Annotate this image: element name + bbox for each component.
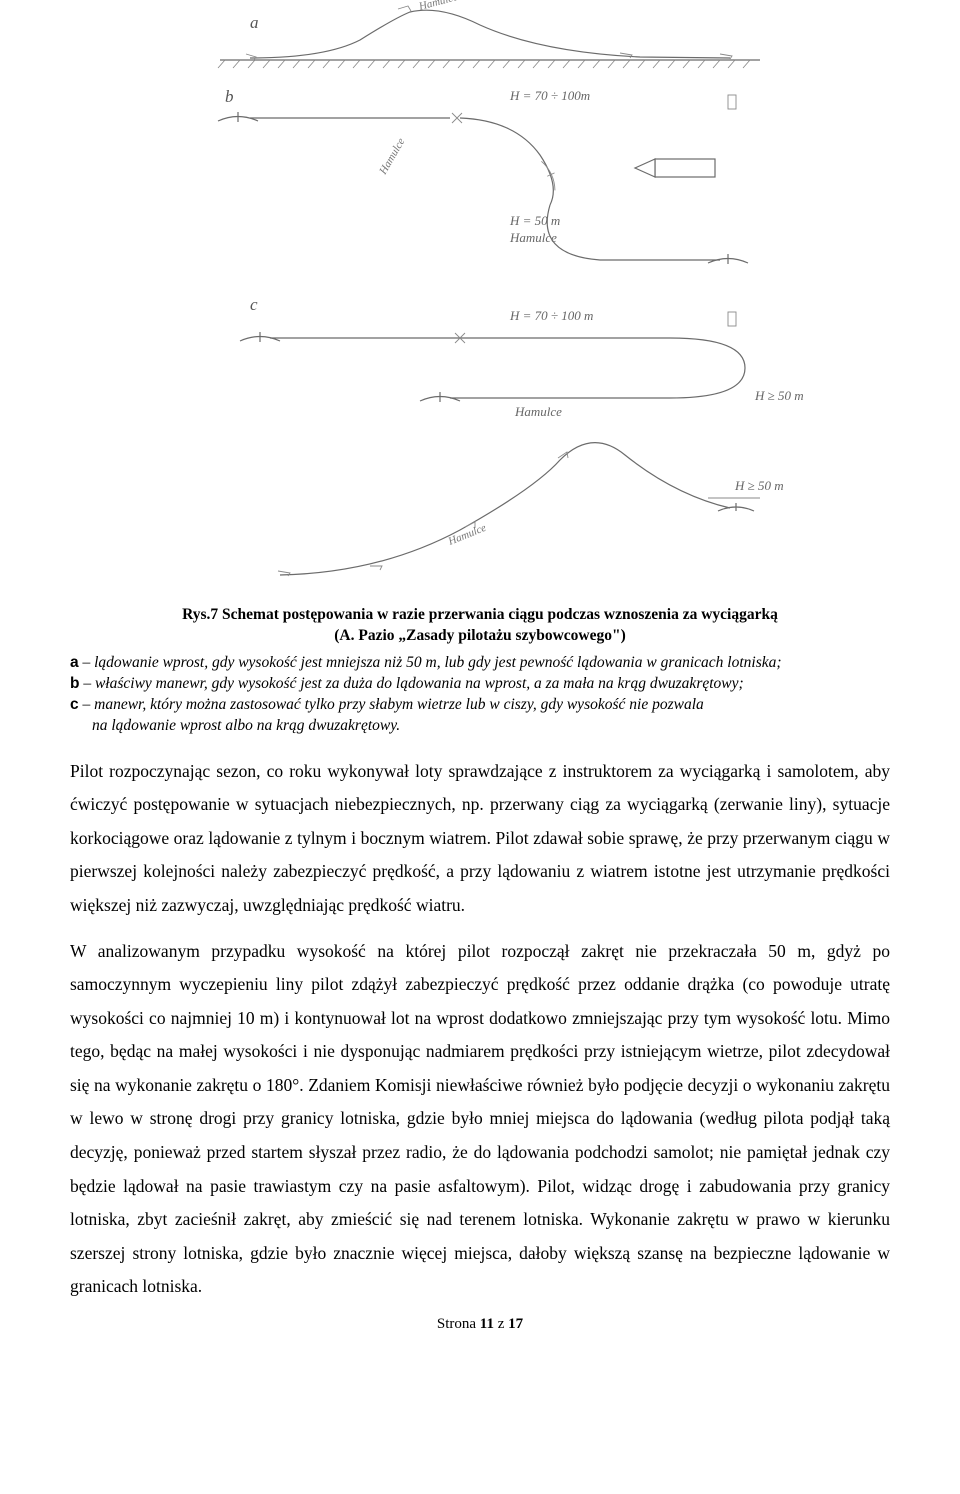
h-70-100-1: H = 70 ÷ 100m [509,88,590,103]
footer-middle: z [494,1316,508,1332]
hamulce-label-2: Hamulce [377,136,408,177]
legend-c-text-2: na lądowanie wprost albo na krąg dwuzakr… [70,717,400,734]
hamulce-label-3: Hamulce [509,230,557,245]
figure-7: a Hamulce b H = 70 ÷ 100m [120,0,840,590]
panel-label-b: b [225,87,234,106]
page-footer: Strona 11 z 17 [70,1316,890,1333]
figure-caption: Rys.7 Schemat postępowania w razie przer… [70,605,890,647]
legend-a-letter: a [70,654,79,671]
h-ge50-2: H ≥ 50 m [734,478,784,493]
caption-line2: (A. Pazio „Zasady pilotażu szybowcowego"… [334,627,625,644]
footer-page: 11 [480,1316,494,1332]
h-70-100-2: H = 70 ÷ 100 m [509,308,593,323]
figure-legend: a – lądowanie wprost, gdy wysokość jest … [70,653,890,737]
legend-a-text: – lądowanie wprost, gdy wysokość jest mn… [79,654,782,671]
legend-b-text: – właściwy manewr, gdy wysokość jest za … [79,675,743,692]
h-50: H = 50 m [509,213,560,228]
legend-c-letter: c [70,696,79,713]
h-ge50-1: H ≥ 50 m [754,388,804,403]
legend-c-text-1: – manewr, który można zastosować tylko p… [79,696,704,713]
hamulce-label-4: Hamulce [514,404,562,419]
paragraph-2: W analizowanym przypadku wysokość na któ… [70,935,890,1305]
footer-prefix: Strona [437,1316,480,1332]
paragraph-1: Pilot rozpoczynając sezon, co roku wykon… [70,755,890,923]
panel-label-a: a [250,13,259,32]
panel-label-c: c [250,295,258,314]
figure-svg: a Hamulce b H = 70 ÷ 100m [120,0,840,590]
caption-line1: Rys.7 Schemat postępowania w razie przer… [182,606,778,623]
footer-total: 17 [508,1316,523,1332]
